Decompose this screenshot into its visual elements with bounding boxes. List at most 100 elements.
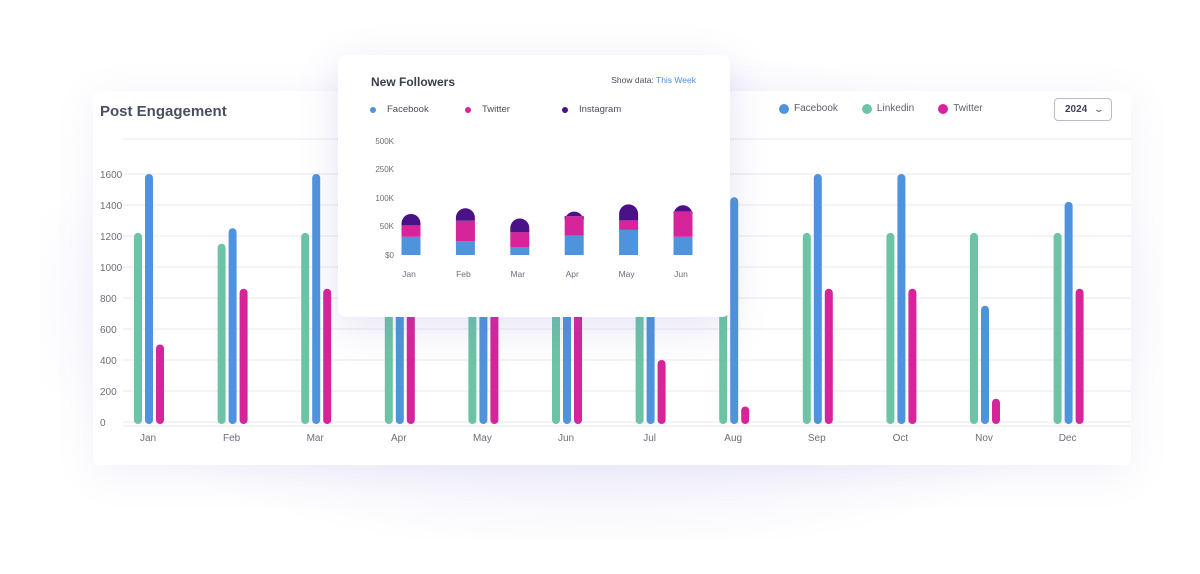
facebook-dot-icon [779,103,789,114]
bar-twitter-dec [1075,288,1084,424]
y-tick-label: 1400 [100,201,123,212]
y-tick-label: 1200 [100,232,123,243]
bar-facebook-mar [510,247,530,255]
x-tick-label: May [619,269,636,279]
x-tick-label: Jun [674,269,688,279]
bar-facebook-dec [1064,201,1073,424]
bar-instagram-apr [564,211,584,222]
legend-item-twitter[interactable]: Twitter [465,104,562,115]
bar-facebook-jan [145,174,153,424]
bar-instagram-may [619,204,639,221]
legend-label: Twitter [953,103,983,114]
x-tick-label: Jan [140,433,156,444]
bar-twitter-sep [824,288,833,424]
legend-label: Linkedin [876,103,915,114]
y-tick-label: 50K [380,222,395,231]
x-tick-label: Dec [1059,433,1077,444]
bar-instagram-feb [455,208,475,221]
bar-facebook-aug [730,197,739,424]
x-tick-label: May [473,433,492,444]
bar-twitter-jan [401,225,421,237]
bar-linkedin-oct [886,232,895,424]
x-tick-label: Feb [456,269,471,279]
bar-facebook-jan [401,236,421,255]
y-tick-label: 1600 [100,170,123,181]
y-tick-label: $0 [385,251,394,260]
facebook-dot-icon [370,106,376,113]
bar-linkedin-feb [217,243,226,424]
linkedin-dot-icon [861,103,872,114]
bar-twitter-jul [657,360,666,424]
y-tick-label: 0 [100,418,106,429]
legend-item-facebook[interactable]: Facebook [370,104,465,115]
x-tick-label: Apr [566,269,579,279]
legend-label: Twitter [482,104,510,115]
y-tick-label: 500K [375,137,394,146]
instagram-dot-icon [562,106,568,113]
x-tick-label: Sep [808,433,826,444]
legend-item-instagram[interactable]: Instagram [562,104,621,115]
bar-facebook-apr [564,235,584,255]
new-followers-title: New Followers [371,75,456,89]
bar-twitter-jun [673,211,693,237]
x-tick-label: Aug [724,433,742,444]
bar-facebook-oct [897,174,906,424]
show-data: Show data: This Week [611,75,696,85]
x-tick-label: Jul [643,433,656,444]
bar-twitter-apr [564,216,584,236]
bar-twitter-feb [455,220,475,242]
legend-label: Facebook [794,103,838,114]
x-tick-label: Mar [307,433,325,444]
bar-facebook-may [619,229,639,255]
y-tick-label: 100K [375,194,394,203]
twitter-dot-icon [465,106,471,113]
chevron-down-icon: ⌄ [1093,104,1105,114]
legend-item-facebook[interactable]: Facebook [779,103,838,114]
y-tick-label: 600 [100,325,117,336]
legend-item-linkedin[interactable]: Linkedin [861,103,915,114]
y-tick-label: 250K [375,165,394,174]
x-tick-label: Apr [391,433,407,444]
y-tick-label: 1000 [100,263,123,274]
bar-twitter-may [490,288,499,424]
legend-item-twitter[interactable]: Twitter [938,103,983,114]
legend-label: Instagram [579,104,622,115]
bar-twitter-mar [510,232,530,248]
y-tick-label: 400 [100,356,117,367]
legend-label: Facebook [387,104,429,115]
bar-linkedin-nov [970,232,978,424]
show-data-link[interactable]: This Week [656,75,696,85]
bar-twitter-aug [741,406,750,424]
bar-facebook-feb [228,228,237,424]
new-followers-card: $0 50K 100K 250K 500K Jan Feb Mar Apr May Jun New … [338,55,730,317]
bar-twitter-apr [406,288,415,424]
bar-twitter-mar [323,288,332,424]
bar-twitter-oct [908,288,917,424]
new-followers-chart: $0 50K 100K 250K 500K Jan Feb Mar Apr May Jun [375,137,693,279]
x-tick-label: Nov [975,433,993,444]
x-tick-label: Jan [402,269,416,279]
new-followers-legend: Facebook Twitter Instagram [370,104,621,115]
post-engagement-legend: Facebook Linkedin Twitter [779,103,983,114]
bar-facebook-nov [981,305,989,424]
bar-linkedin-jan [134,232,142,424]
year-select-value: 2024 [1065,104,1088,115]
bar-twitter-feb [239,288,248,424]
bar-linkedin-dec [1053,232,1062,424]
bar-facebook-jun [673,236,693,255]
bar-facebook-feb [455,241,475,255]
y-tick-label: 800 [100,294,117,305]
bar-twitter-nov [992,398,1000,424]
show-data-label: Show data: [611,75,654,85]
bar-facebook-mar [312,174,321,424]
bar-instagram-jan [401,213,421,226]
x-tick-label: Oct [893,433,909,444]
x-tick-label: Jun [558,433,574,444]
bar-instagram-mar [510,218,530,233]
bar-instagram-jun [673,205,693,215]
bar-linkedin-sep [802,232,811,424]
bar-twitter-may [619,220,639,230]
post-engagement-title: Post Engagement [100,103,227,120]
x-tick-label: Mar [510,269,525,279]
year-select[interactable]: 2024 ⌄ [1054,98,1112,121]
